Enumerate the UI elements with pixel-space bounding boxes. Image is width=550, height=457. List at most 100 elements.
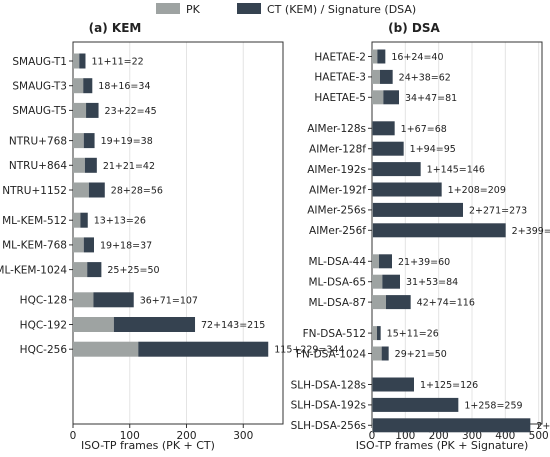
dsa-bar-pk (372, 274, 383, 289)
panel-a-xlabel: ISO-TP frames (PK + CT) (81, 439, 215, 452)
kem-data-label: 115+229=344 (274, 345, 344, 356)
dsa-x-tick-label: 200 (429, 430, 449, 442)
kem-data-label: 23+22=45 (105, 106, 157, 117)
kem-bar-pk (73, 157, 85, 173)
dsa-bar-ct (377, 326, 381, 341)
dsa-bar-ct (382, 274, 400, 289)
dsa-bar-ct (372, 121, 395, 136)
dsa-data-label: 1+258=259 (464, 400, 522, 411)
dsa-data-label: 1+145=146 (427, 165, 485, 176)
kem-bar-ct (138, 341, 269, 357)
kem-category-label: HQC-192 (20, 319, 67, 331)
kem-bar-pk (73, 317, 114, 332)
kem-bar-pk (73, 102, 87, 118)
kem-bar-ct (79, 53, 86, 69)
legend-label-ct: CT (KEM) / Signature (DSA) (267, 3, 416, 16)
dsa-category-label: FN-DSA-1024 (296, 348, 366, 360)
dsa-bar-pk (372, 182, 373, 197)
kem-bar-ct (80, 212, 88, 228)
kem-x-tick-label: 100 (120, 430, 140, 442)
dsa-data-label: 1+125=126 (420, 380, 478, 391)
dsa-category-label: AIMer-256s (307, 205, 366, 217)
kem-category-label: HQC-128 (20, 295, 67, 307)
dsa-x-tick-label: 400 (495, 430, 515, 442)
dsa-bar-ct (372, 182, 442, 197)
dsa-bar-pk (372, 90, 384, 105)
dsa-bar-pk (372, 418, 373, 433)
dsa-category-label: AIMer-128s (307, 123, 366, 135)
dsa-bar-pk (372, 346, 382, 361)
dsa-bar-ct (380, 69, 393, 84)
dsa-bar-pk (372, 162, 373, 177)
dsa-data-label: 34+47=81 (405, 93, 457, 104)
kem-category-label: NTRU+1152 (2, 185, 67, 197)
kem-bar-pk (73, 341, 139, 357)
dsa-bar-pk (372, 202, 373, 217)
kem-bar-pk (73, 53, 80, 69)
dsa-bar-ct (377, 49, 386, 64)
dsa-data-label: 42+74=116 (417, 298, 475, 309)
dsa-bar-ct (372, 202, 463, 217)
dsa-bar-pk (372, 223, 373, 238)
dsa-bar-ct (379, 254, 392, 269)
kem-x-tick-label: 200 (176, 430, 196, 442)
dsa-bar-pk (372, 49, 378, 64)
kem-category-label: ML-KEM-768 (2, 240, 67, 252)
kem-bar-ct (88, 182, 105, 198)
panel-kem: 0 100 200 300 SMAUG-T1 11+11=22 SMAUG-T3 18+16=… (0, 41, 345, 442)
dsa-bar-pk (372, 295, 386, 310)
dsa-category-label: SLH-DSA-192s (291, 400, 366, 412)
legend-label-pk: PK (186, 3, 201, 16)
dsa-category-label: FN-DSA-512 (303, 328, 366, 340)
kem-category-label: HQC-256 (20, 344, 68, 356)
dsa-category-label: SLH-DSA-128s (291, 379, 366, 391)
kem-bar-pk (73, 262, 88, 278)
panel-b-xlabel: ISO-TP frames (PK + Signature) (356, 439, 529, 452)
kem-data-label: 28+28=56 (111, 186, 163, 197)
kem-bar-ct (113, 317, 196, 332)
dsa-bar-pk (372, 141, 373, 156)
dsa-category-label: AIMer-256f (309, 225, 366, 237)
kem-bar-pk (73, 292, 94, 308)
kem-bar-pk (73, 78, 84, 94)
kem-data-label: 13+13=26 (94, 216, 146, 227)
dsa-data-label: 2+271=273 (469, 205, 527, 216)
kem-bar-ct (86, 102, 99, 118)
dsa-data-label: 15+11=26 (387, 329, 439, 340)
legend-swatch-ct (237, 3, 261, 14)
kem-bar-ct (84, 157, 97, 173)
dsa-category-label: AIMer-192f (309, 184, 366, 196)
kem-category-label: ML-KEM-512 (2, 215, 67, 227)
dsa-x-tick-label: 300 (462, 430, 482, 442)
dsa-bar-ct (372, 397, 459, 412)
kem-bar-pk (73, 237, 84, 253)
panel-a-title: (a) KEM (89, 21, 142, 35)
kem-bar-ct (83, 133, 95, 149)
kem-category-label: NTRU+864 (9, 160, 67, 172)
dsa-category-label: ML-DSA-65 (308, 277, 366, 289)
kem-category-label: SMAUG-T1 (12, 56, 67, 68)
kem-data-label: 72+143=215 (201, 320, 265, 331)
dsa-data-label: 16+24=40 (391, 52, 443, 63)
kem-bar-ct (93, 292, 134, 308)
dsa-data-label: 29+21=50 (395, 349, 447, 360)
dsa-bar-ct (383, 90, 399, 105)
kem-bar-ct (83, 78, 93, 94)
kem-data-label: 18+16=34 (98, 81, 150, 92)
dsa-category-label: ML-DSA-87 (308, 297, 366, 309)
dsa-bar-ct (372, 141, 404, 156)
legend-swatch-pk (156, 3, 180, 14)
dsa-category-label: SLH-DSA-256s (291, 420, 366, 432)
dsa-data-label: 1+67=68 (401, 124, 447, 135)
dsa-category-label: HAETAE-2 (314, 51, 366, 63)
dsa-category-label: ML-DSA-44 (308, 256, 366, 268)
kem-x-tick-label: 0 (70, 430, 77, 442)
dsa-bar-pk (372, 326, 377, 341)
legend: PK CT (KEM) / Signature (DSA) (156, 3, 416, 16)
dsa-data-label: 24+38=62 (399, 72, 451, 83)
kem-data-label: 19+18=37 (100, 240, 152, 251)
dsa-x-tick-label: 0 (369, 430, 376, 442)
kem-data-label: 11+11=22 (91, 57, 143, 68)
dsa-bar-pk (372, 397, 373, 412)
kem-axes-frame (72, 41, 284, 425)
